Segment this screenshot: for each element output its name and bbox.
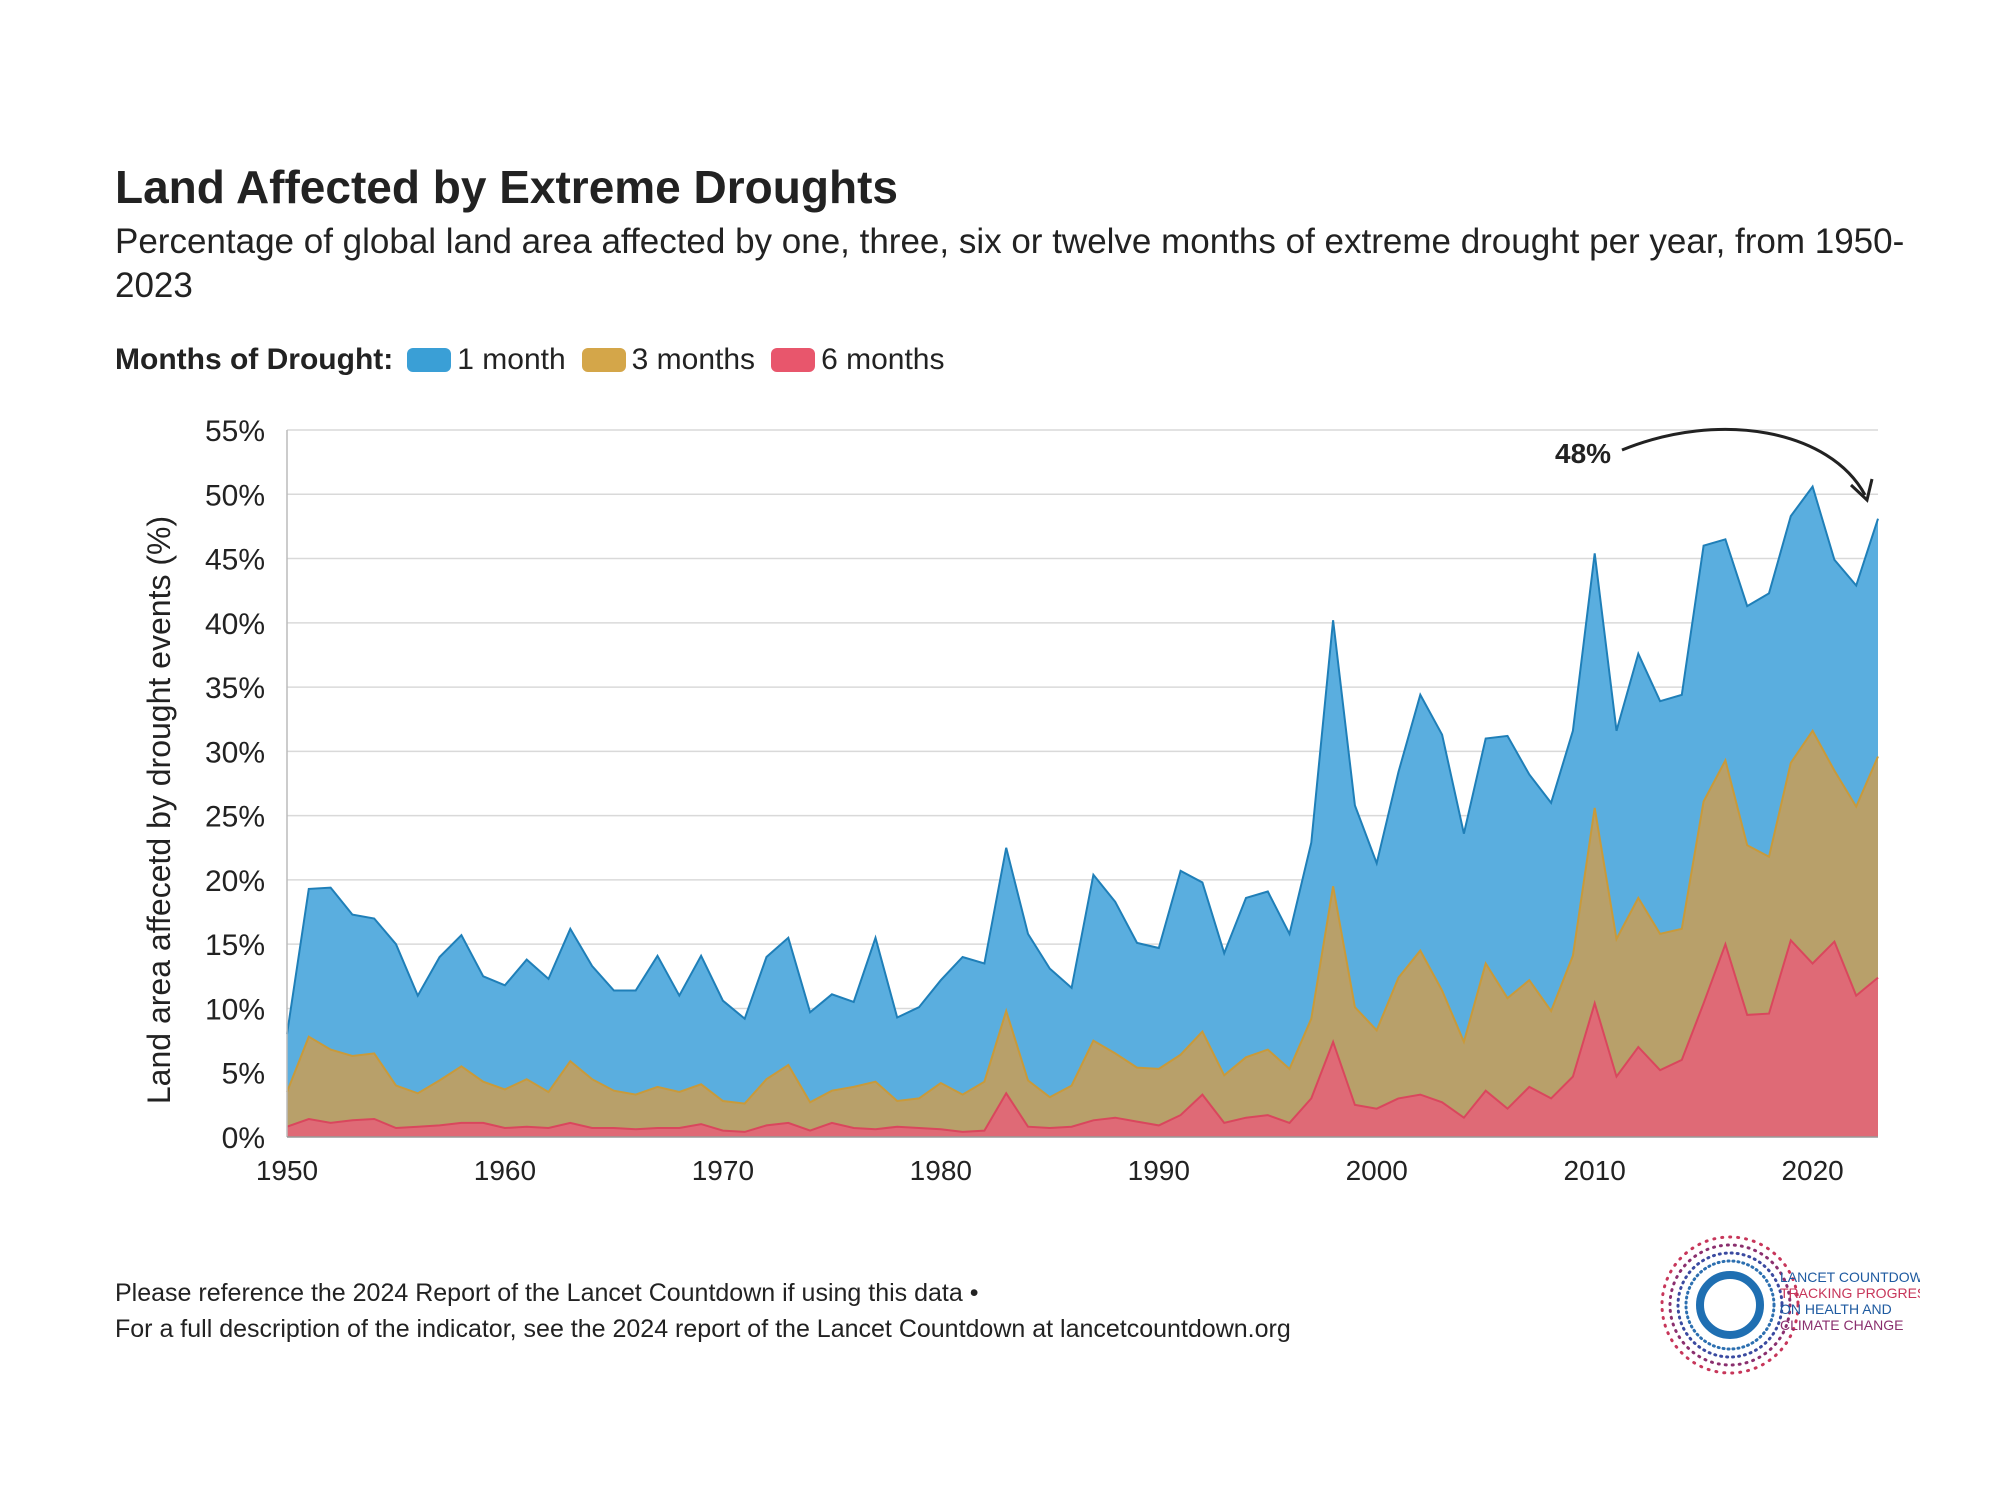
legend: Months of Drought: 1 month 3 months 6 mo… xyxy=(115,340,960,380)
area-6-months xyxy=(287,940,1878,1137)
legend-label-1-month: 1 month xyxy=(457,343,566,376)
logo-text-line-2: TRACKING PROGRESS xyxy=(1780,1285,1920,1301)
y-tick-label-30: 30% xyxy=(205,736,265,769)
footer-description-note: For a full description of the indicator,… xyxy=(115,1315,1291,1343)
footer-reference-note: Please reference the 2024 Report of the … xyxy=(115,1279,979,1307)
logo-dotted-rings xyxy=(1660,1235,1800,1375)
y-tick-label-50: 50% xyxy=(205,479,265,512)
axes xyxy=(286,430,1878,1138)
area-series xyxy=(286,484,1879,1138)
y-tick-label-0: 0% xyxy=(222,1122,265,1155)
x-tick-label-2020: 2020 xyxy=(1781,1155,1843,1186)
logo-text-line-1: LANCET COUNTDOWN: xyxy=(1780,1269,1920,1285)
y-tick-label-40: 40% xyxy=(205,608,265,641)
area-outline-6-months xyxy=(286,938,1879,1133)
y-tick-labels: 0% 5% 10% 15% 20% 25% 30% 35% 40% 45% 50% 55% xyxy=(205,415,265,1155)
x-tick-label-1970: 1970 xyxy=(692,1155,754,1186)
y-tick-label-45: 45% xyxy=(205,544,265,577)
x-tick-labels: 1950 1960 1970 1980 1990 2000 2010 2020 xyxy=(256,1155,1844,1186)
chart-title: Land Affected by Extreme Droughts xyxy=(115,161,898,213)
area-outline-1-month xyxy=(286,484,1879,1035)
logo-text-line-3: ON HEALTH AND xyxy=(1780,1301,1892,1317)
y-tick-label-25: 25% xyxy=(205,801,265,834)
legend-item-6-months: 6 months xyxy=(771,343,944,377)
y-tick-label-5: 5% xyxy=(222,1058,265,1091)
y-tick-label-55: 55% xyxy=(205,415,265,448)
x-tick-label-1990: 1990 xyxy=(1128,1155,1190,1186)
y-tick-label-20: 20% xyxy=(205,865,265,898)
legend-label-3-months: 3 months xyxy=(631,343,756,376)
legend-swatch-1-month xyxy=(407,348,452,372)
logo-inner-ring xyxy=(1696,1271,1764,1339)
x-tick-label-1960: 1960 xyxy=(474,1155,536,1186)
legend-label-6-months: 6 months xyxy=(821,343,945,376)
area-3-months xyxy=(287,730,1878,1137)
y-tick-label-15: 15% xyxy=(205,929,265,962)
lancet-countdown-logo: LANCET COUNTDOWN: TRACKING PROGRESS ON H… xyxy=(1660,1235,1920,1375)
annotation: 48% xyxy=(1555,427,1874,503)
x-tick-label-1950: 1950 xyxy=(256,1155,318,1186)
legend-item-3-months: 3 months xyxy=(581,343,756,377)
annotation-label: 48% xyxy=(1555,438,1611,469)
legend-heading: Months of Drought: xyxy=(115,343,394,376)
chart-subtitle: Percentage of global land area affected … xyxy=(115,222,1905,305)
legend-item-1-month: 1 month xyxy=(407,343,566,377)
y-tick-label-35: 35% xyxy=(205,672,265,705)
footer: Please reference the 2024 Report of the … xyxy=(115,1275,1291,1347)
x-tick-label-2000: 2000 xyxy=(1346,1155,1408,1186)
annotation-arrow xyxy=(1621,427,1867,496)
area-1-month xyxy=(287,486,1878,1138)
x-tick-label-1980: 1980 xyxy=(910,1155,972,1186)
x-tick-label-2010: 2010 xyxy=(1564,1155,1626,1186)
logo-text-line-4: CLIMATE CHANGE xyxy=(1780,1317,1903,1333)
y-axis-label: Land area affecetd by drought events (%) xyxy=(141,516,177,1104)
legend-swatch-6-months xyxy=(771,348,816,372)
area-outline-3-months xyxy=(286,728,1879,1105)
annotation-arrowhead xyxy=(1849,478,1874,503)
y-tick-label-10: 10% xyxy=(205,993,265,1026)
legend-swatch-3-months xyxy=(581,348,626,372)
